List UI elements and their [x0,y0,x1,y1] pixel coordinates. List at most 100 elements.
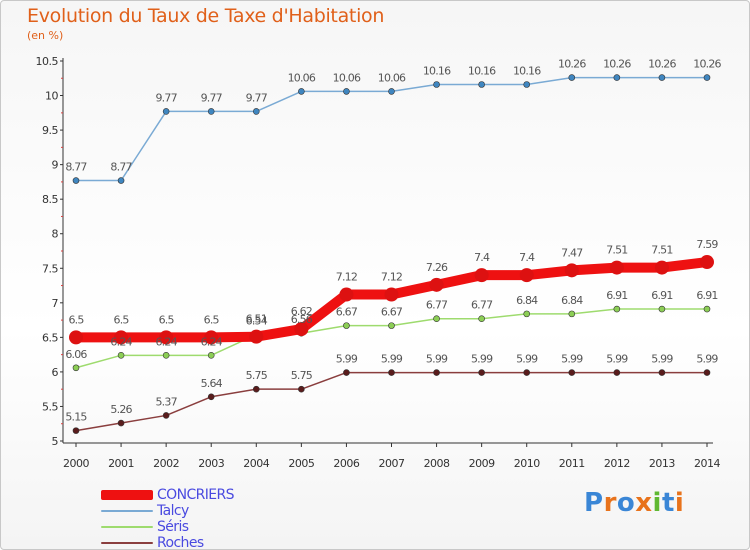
x-tick-label: 2009 [469,457,495,470]
data-point [207,108,215,115]
data-point [298,385,305,393]
data-point [252,385,260,393]
y-tick-label: 8.5 [42,193,58,206]
data-point [72,364,80,372]
y-tick-label: 8 [52,228,59,241]
y-tick-label: 5 [52,435,59,448]
data-point [433,81,440,88]
data-label: 5.99 [471,353,493,366]
proxiti-logo: Proxiti [584,488,684,518]
data-label: 7.47 [561,246,583,259]
series-roches [72,369,711,434]
data-point [433,369,440,376]
data-label: 6.91 [696,289,717,302]
data-label: 5.99 [516,353,538,366]
data-label: 6.77 [426,299,448,312]
y-tick-label: 9 [52,159,59,172]
legend-label: CONCRIERS [157,487,235,503]
data-point [519,268,534,283]
data-label: 6.5 [159,313,175,326]
data-point [207,352,215,359]
y-tick-label: 7.5 [42,262,58,275]
x-tick-label: 2004 [243,457,269,470]
legend-item: Séris [101,519,234,535]
data-point [162,108,170,115]
logo-letter: x [635,488,653,518]
data-label: 6.91 [651,289,672,302]
data-label: 5.99 [561,353,583,366]
x-tick-label: 2001 [108,457,134,470]
data-label: 5.37 [155,395,177,408]
x-tick-label: 2005 [288,457,314,470]
data-point [294,322,309,337]
data-point [703,305,711,313]
data-label: 6.84 [561,294,583,307]
x-tick-label: 2007 [379,457,405,470]
data-label: 8.77 [65,161,87,174]
data-label: 6.91 [606,289,627,302]
data-point [613,369,621,376]
legend-swatch [101,542,153,544]
data-point [252,108,260,115]
data-label: 6.24 [201,335,223,348]
data-label: 5.75 [291,369,313,382]
data-point [654,260,669,275]
data-label: 6.56 [291,313,313,326]
data-point [613,305,621,313]
data-label: 10.26 [558,58,586,71]
data-point [384,287,399,302]
data-label: 7.12 [381,271,402,284]
data-point [613,74,621,81]
data-point [388,88,395,95]
data-label: 6.51 [246,313,267,326]
series-talcy [72,74,711,184]
data-point [609,260,624,275]
data-label: 6.84 [516,294,538,307]
legend-swatch [101,526,153,528]
data-point [433,315,440,323]
data-point [249,329,264,344]
x-tick-label: 2011 [559,457,585,470]
data-label: 5.99 [696,353,718,366]
logo-letter: r [603,488,617,518]
data-label: 5.26 [110,403,132,416]
data-point [658,305,666,313]
data-point [159,330,174,345]
data-point [703,369,711,376]
data-label: 9.77 [155,91,177,104]
data-label: 6.67 [336,306,358,319]
data-point [568,369,576,376]
data-label: 6.5 [204,313,220,326]
data-label: 5.99 [606,353,628,366]
data-point [72,177,80,184]
logo-letter: o [616,488,636,518]
logo-letter: i [674,488,685,518]
data-point [204,330,219,345]
legend-swatch [101,490,153,500]
data-label: 10.06 [333,71,361,84]
data-point [478,81,485,88]
data-label: 7.4 [474,251,490,264]
data-point [564,263,579,278]
data-point [478,369,485,376]
data-label: 7.26 [426,261,448,274]
legend-label: Roches [157,535,204,550]
chart-subtitle: (en %) [27,29,64,42]
data-point [568,310,576,318]
data-point [568,74,576,81]
data-label: 5.64 [201,377,223,390]
y-tick-label: 6.5 [42,331,58,344]
data-point [117,352,125,359]
logo-letter: i [652,488,662,518]
y-tick-label: 7 [52,297,59,310]
data-point [207,393,215,401]
data-label: 5.99 [336,353,358,366]
y-tick-label: 10.5 [36,55,59,68]
data-point [523,369,531,376]
data-label: 6.24 [110,335,132,348]
x-tick-label: 2003 [198,457,224,470]
data-point [72,427,80,434]
data-point [523,81,531,88]
data-label: 5.99 [426,353,448,366]
